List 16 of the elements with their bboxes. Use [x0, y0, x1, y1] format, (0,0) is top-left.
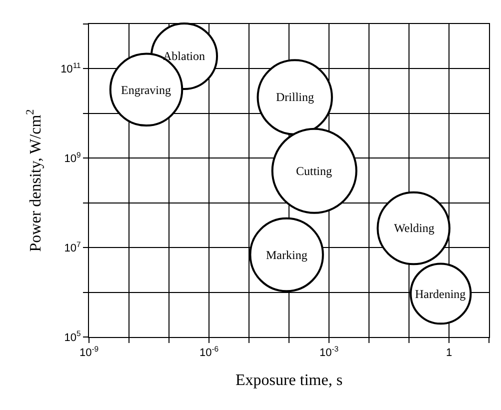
x-tick-label: 10$^{-6}$: [199, 344, 219, 360]
x-tick-label: 10$^{-3}$: [319, 344, 339, 360]
annotation: Hardening: [415, 287, 466, 301]
annotation: Cutting: [296, 164, 332, 178]
annotation: Engraving: [121, 83, 171, 97]
y-tick-label: 10$^{11}$: [60, 60, 81, 76]
y-tick-label: 10$^{7}$: [64, 240, 81, 254]
y-tick-label: 10$^{9}$: [64, 150, 81, 165]
x-tick-label: 1: [446, 347, 452, 360]
annotation: Ablation: [163, 49, 205, 63]
y-tick-label: 10$^{5}$: [64, 329, 81, 344]
annotation: Drilling: [276, 90, 314, 104]
x-axis-title: Exposure time, s: [235, 372, 343, 389]
annotation: Marking: [266, 248, 308, 262]
annotation: Welding: [394, 221, 434, 235]
x-tick-label: 10$^{-9}$: [79, 344, 99, 360]
